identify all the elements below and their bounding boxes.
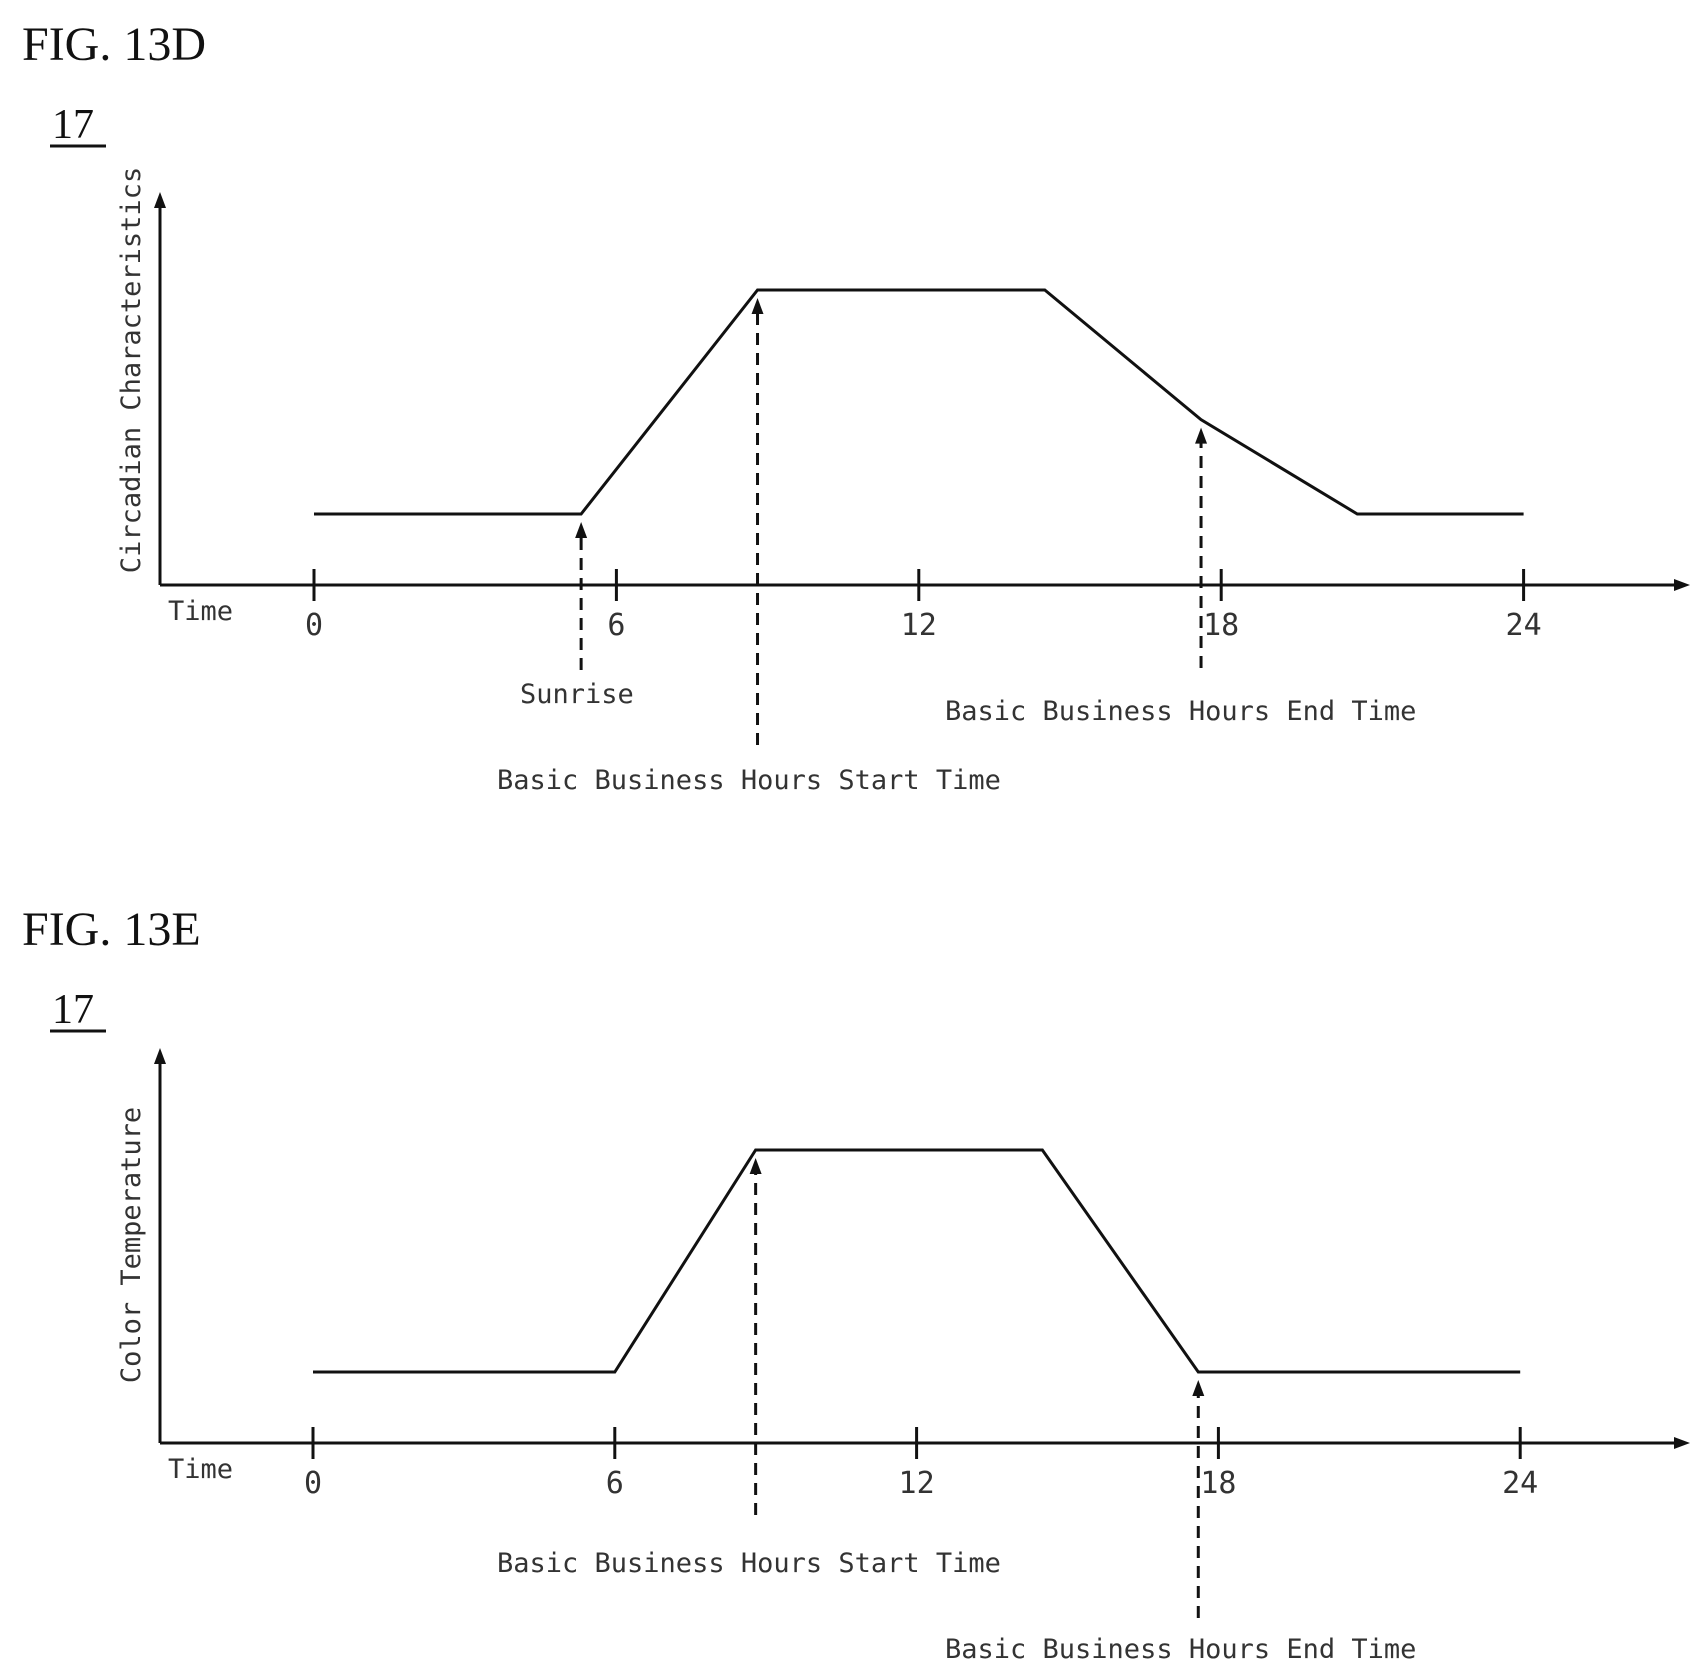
annotation-arrowhead [1195, 427, 1208, 444]
x-tick-label: 12 [901, 608, 937, 643]
x-tick-label: 12 [899, 1466, 935, 1501]
annotation-label: Basic Business Hours End Time [945, 696, 1416, 727]
x-axis-label: Time [168, 596, 233, 627]
x-tick-label: 0 [305, 608, 323, 643]
chart-panel-1: FIG. 13D 17 Time Circadian Characteristics 0… [22, 18, 1690, 796]
annotation-label: Basic Business Hours End Time [945, 1634, 1416, 1665]
figure-title: FIG. 13E [22, 903, 201, 956]
x-tick-label: 18 [1203, 608, 1239, 643]
x-axis-arrowhead [1674, 579, 1690, 591]
annotation-arrowhead [749, 1158, 762, 1174]
series-line-1 [313, 1148, 1521, 1374]
annotation-arrowhead [575, 522, 588, 538]
annotation-label: Sunrise [520, 679, 634, 710]
annotation-arrowhead [751, 298, 764, 314]
x-tick-label: 18 [1200, 1466, 1236, 1501]
annotation-arrowhead [1192, 1380, 1205, 1396]
figure-title: FIG. 13D [22, 18, 206, 71]
y-axis-label: Color Temperature [116, 1107, 147, 1383]
x-tick-label: 24 [1502, 1466, 1538, 1501]
x-tick-label: 6 [607, 608, 625, 643]
x-tick-label: 0 [304, 1466, 322, 1501]
y-axis-arrowhead [154, 192, 166, 208]
chart-panel-2: FIG. 13E 17 Time Color Temperature 0 6 12 18 24 B… [22, 903, 1690, 1665]
x-tick-label: 6 [606, 1466, 624, 1501]
x-axis-arrowhead [1674, 1437, 1690, 1449]
series-line-1 [314, 288, 1524, 516]
annotation-label: Basic Business Hours Start Time [497, 1548, 1001, 1579]
annotation-label: Basic Business Hours Start Time [497, 765, 1001, 796]
x-tick-label: 24 [1506, 608, 1542, 643]
y-axis-arrowhead [154, 1048, 166, 1064]
reference-numeral: 17 [52, 987, 94, 1033]
y-axis-label: Circadian Characteristics [116, 167, 147, 573]
reference-numeral: 17 [52, 102, 94, 148]
x-axis-label: Time [168, 1454, 233, 1485]
